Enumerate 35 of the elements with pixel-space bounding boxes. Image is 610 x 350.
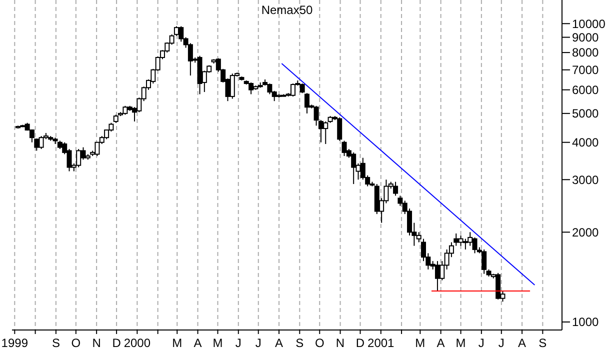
y-tick-label: 1000: [572, 315, 600, 330]
x-tick-label: D: [112, 336, 122, 350]
x-tick-label: N: [92, 336, 101, 350]
x-tick-label: O: [314, 336, 324, 350]
y-tick-label: 2000: [572, 225, 600, 240]
y-tick-label: 6000: [572, 83, 600, 98]
x-tick-label: S: [296, 336, 304, 350]
y-tick-label: 8000: [572, 46, 600, 60]
x-tick-label: N: [336, 336, 345, 350]
x-tick-label: J: [255, 336, 262, 350]
x-tick-label: J: [498, 336, 504, 350]
y-tick-label: 5000: [572, 106, 600, 121]
x-tick-label: 2001: [368, 336, 395, 350]
x-tick-label: A: [275, 336, 284, 350]
x-tick-label: M: [456, 336, 466, 350]
y-tick-label: 3000: [572, 172, 600, 187]
y-tick-label: 4000: [572, 136, 600, 150]
x-tick-label: J: [478, 336, 484, 350]
y-tick-label: 7000: [572, 63, 600, 78]
x-tick-label: S: [52, 336, 60, 350]
y-tick-label: 9000: [572, 30, 600, 44]
x-tick-label: O: [71, 336, 81, 350]
x-tick-label: A: [518, 336, 526, 350]
x-tick-label: 1999: [1, 336, 28, 350]
x-tick-label: M: [172, 336, 182, 350]
x-tick-label: D: [356, 336, 365, 350]
x-tick-label: J: [235, 336, 242, 350]
x-tick-label: M: [415, 336, 426, 350]
x-tick-label: M: [212, 336, 223, 350]
x-tick-label: S: [538, 336, 547, 350]
chart-title: Nemax50: [261, 3, 314, 17]
x-tick-label: 2000: [124, 336, 151, 350]
x-tick-label: A: [194, 336, 202, 350]
x-tick-label: A: [436, 336, 445, 350]
y-tick-label: 10000: [572, 16, 606, 31]
